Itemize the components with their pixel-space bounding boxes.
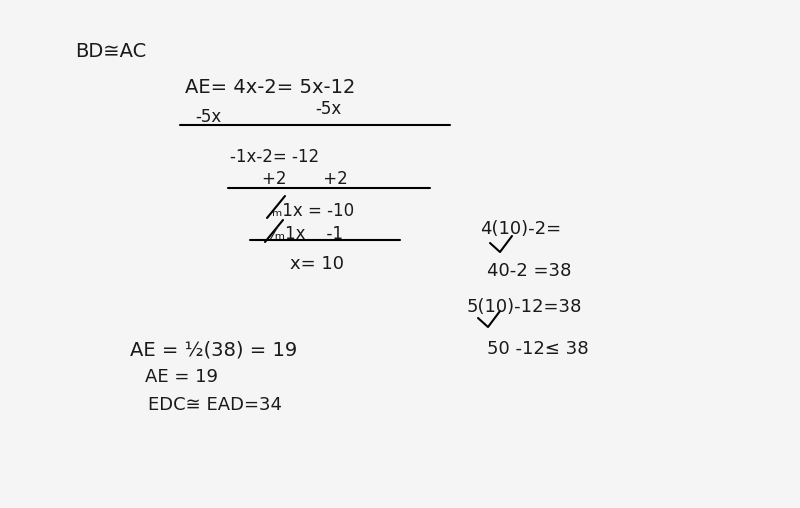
Text: AE = ½(38) = 19: AE = ½(38) = 19 [130,340,298,359]
Text: -1x-2= -12: -1x-2= -12 [230,148,319,166]
Text: 50 -12≤ 38: 50 -12≤ 38 [487,340,589,358]
Text: x= 10: x= 10 [290,255,344,273]
Text: 4(10)-2=: 4(10)-2= [480,220,561,238]
Text: 40-2 =38: 40-2 =38 [487,262,571,280]
Text: -5x: -5x [195,108,222,126]
Text: 5(10)-12=38: 5(10)-12=38 [467,298,582,316]
Text: BD≅AC: BD≅AC [75,42,146,61]
Text: AE = 19: AE = 19 [145,368,218,386]
Text: EDC≅ EAD=34: EDC≅ EAD=34 [148,396,282,414]
Text: -5x: -5x [315,100,342,118]
Text: +2       +2: +2 +2 [262,170,348,188]
Text: AE= 4x-2= 5x-12: AE= 4x-2= 5x-12 [185,78,355,97]
Text: ₘ1x = -10: ₘ1x = -10 [272,202,354,220]
Text: ⁄ₘ1x    -1: ⁄ₘ1x -1 [272,225,343,243]
